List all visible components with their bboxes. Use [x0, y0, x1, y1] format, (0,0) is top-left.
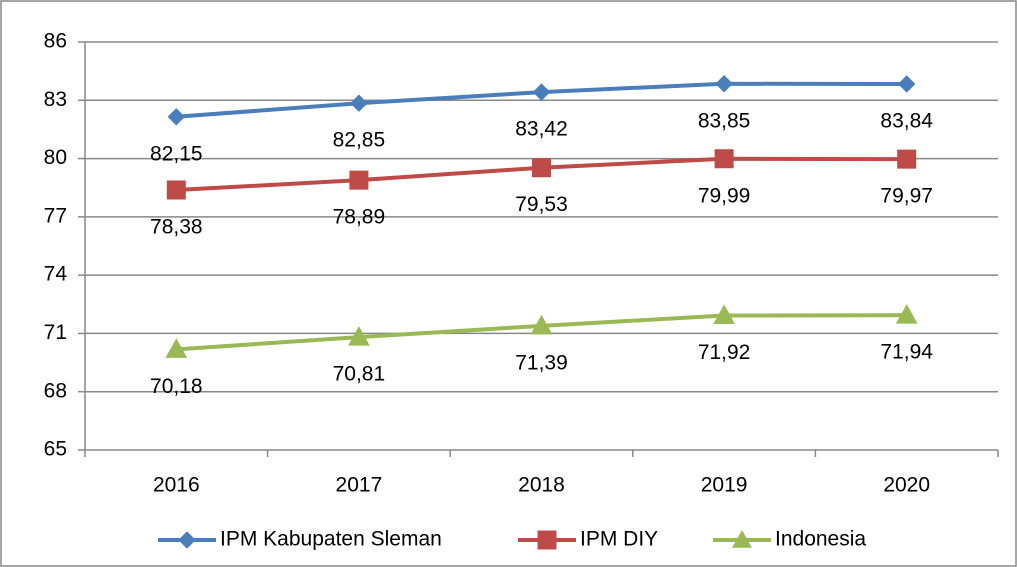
data-label: 83,84 — [880, 110, 933, 133]
data-label: 78,89 — [333, 206, 386, 229]
data-point — [714, 149, 734, 169]
data-label: 70,18 — [150, 375, 203, 398]
legend-label: IPM Kabupaten Sleman — [220, 528, 442, 551]
legend-marker — [537, 530, 557, 550]
data-point — [350, 94, 368, 112]
y-tick-label: 86 — [44, 30, 67, 53]
data-point — [167, 108, 186, 126]
legend-label: IPM DIY — [580, 528, 658, 551]
data-label: 79,99 — [698, 184, 751, 207]
x-tick-label: 2018 — [518, 474, 565, 497]
data-point — [530, 314, 553, 335]
y-tick-label: 77 — [44, 204, 67, 227]
y-tick-label: 71 — [44, 321, 67, 344]
legend-label: Indonesia — [775, 528, 866, 551]
legend-marker — [732, 529, 752, 548]
data-point — [715, 75, 733, 93]
x-tick-label: 2017 — [336, 474, 383, 497]
x-tick-label: 2020 — [883, 474, 930, 497]
data-point — [897, 149, 917, 169]
y-tick-label: 83 — [44, 88, 67, 111]
data-point — [165, 338, 188, 358]
y-tick-label: 80 — [44, 146, 67, 169]
data-point — [166, 180, 186, 200]
data-point — [532, 83, 551, 101]
legend-marker — [178, 531, 196, 549]
data-label: 83,85 — [698, 109, 751, 132]
data-point — [895, 304, 918, 324]
x-tick-label: 2016 — [153, 474, 200, 497]
data-label: 79,97 — [880, 185, 933, 208]
data-label: 79,53 — [515, 193, 568, 216]
data-label: 82,15 — [150, 142, 203, 165]
y-tick-label: 68 — [44, 379, 67, 402]
data-label: 71,94 — [880, 341, 933, 364]
data-point — [532, 158, 551, 178]
data-point — [897, 75, 916, 93]
data-point — [713, 304, 735, 325]
data-label: 71,39 — [515, 351, 568, 374]
data-label: 82,85 — [333, 129, 386, 152]
data-label: 70,81 — [333, 363, 386, 386]
x-tick-label: 2019 — [701, 474, 748, 497]
data-label: 78,38 — [150, 216, 203, 239]
data-point — [348, 326, 370, 346]
data-label: 71,92 — [698, 341, 751, 364]
data-point — [349, 170, 369, 190]
y-tick-label: 74 — [44, 263, 68, 286]
y-tick-label: 65 — [44, 438, 67, 461]
data-label: 83,42 — [515, 118, 568, 141]
